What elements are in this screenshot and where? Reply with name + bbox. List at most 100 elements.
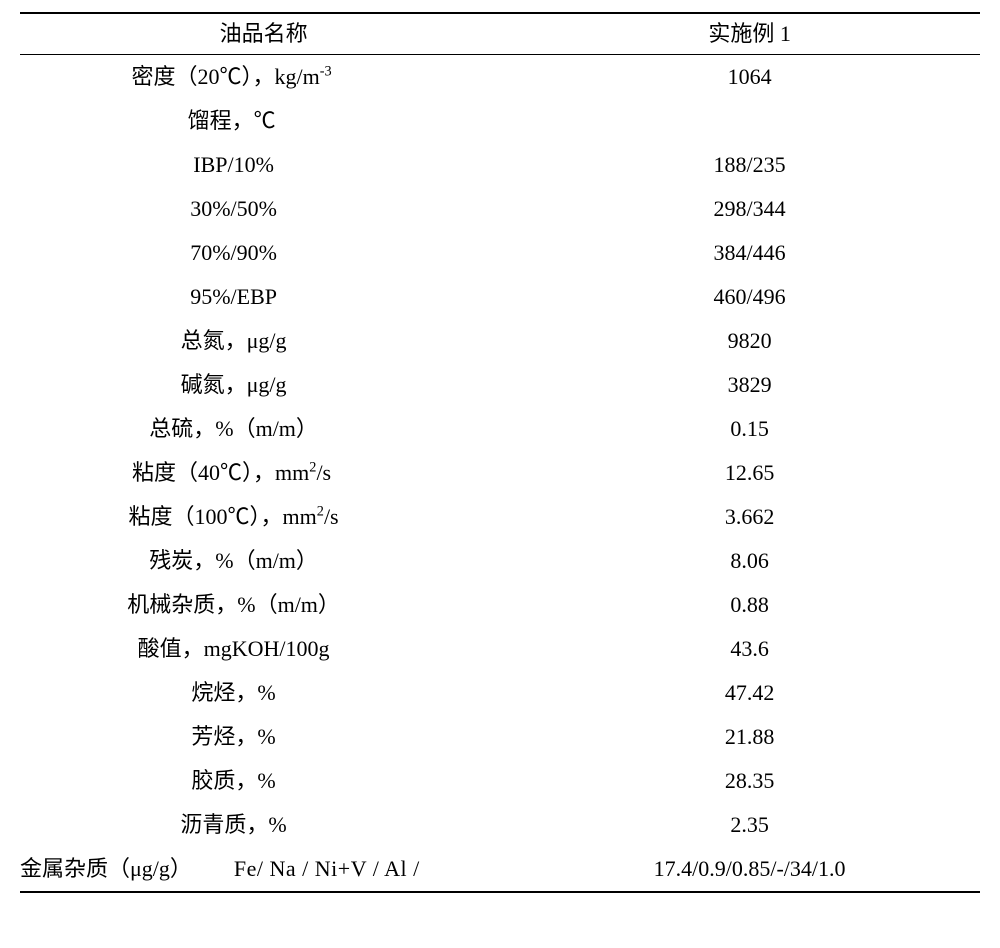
row-value: 1064 <box>728 64 772 89</box>
properties-table: 油品名称 实施例 1 密度（20℃），kg/m-3 1064 馏程，℃ IBP/10%… <box>20 12 980 893</box>
row-value: 8.06 <box>730 548 769 573</box>
table-body: 密度（20℃），kg/m-3 1064 馏程，℃ IBP/10% 188/235 30%/… <box>20 55 980 893</box>
table-row-acid: 酸值，mgKOH/100g 43.6 <box>20 627 980 671</box>
metal-label-seg2: Fe/ Na / Ni+V / Al / <box>234 858 420 880</box>
row-label-cell: 70%/90% <box>20 231 519 275</box>
table-row-distillation: 馏程，℃ <box>20 99 980 143</box>
row-value-cell: 9820 <box>519 319 980 363</box>
row-value: 28.35 <box>725 768 775 793</box>
row-value-cell: 1064 <box>519 55 980 100</box>
row-label-cell: 粘度（100℃），mm2/s <box>20 495 519 539</box>
row-value: 12.65 <box>725 460 775 485</box>
row-value-cell: 0.15 <box>519 407 980 451</box>
row-label-cell: 30%/50% <box>20 187 519 231</box>
row-label: 残炭，%（m/m） <box>149 550 318 572</box>
row-value: 3829 <box>728 372 772 397</box>
row-label-cell: 粘度（40℃），mm2/s <box>20 451 519 495</box>
row-value-cell: 0.88 <box>519 583 980 627</box>
row-value: 384/446 <box>714 240 786 265</box>
row-label: 酸值，mgKOH/100g <box>138 638 330 660</box>
row-label: 粘度（40℃），mm2/s <box>132 462 331 484</box>
row-label: 机械杂质，%（m/m） <box>127 594 340 616</box>
row-value-cell: 8.06 <box>519 539 980 583</box>
row-value: 3.662 <box>725 504 775 529</box>
table-row-total_n: 总氮，μg/g 9820 <box>20 319 980 363</box>
row-value-cell: 12.65 <box>519 451 980 495</box>
row-label: 密度（20℃），kg/m-3 <box>132 66 332 88</box>
row-value: 0.15 <box>730 416 769 441</box>
row-label-cell: 95%/EBP <box>20 275 519 319</box>
header-value: 实施例 1 <box>708 21 791 46</box>
header-label-cell: 油品名称 <box>20 13 519 55</box>
row-label-cell: 胶质，% <box>20 759 519 803</box>
metal-label-seg1: 金属杂质（μg/g） <box>20 858 192 880</box>
row-value-cell: 3829 <box>519 363 980 407</box>
table-row-ibp_10: IBP/10% 188/235 <box>20 143 980 187</box>
row-value-cell: 17.4/0.9/0.85/-/34/1.0 <box>519 847 980 892</box>
row-label-cell: 密度（20℃），kg/m-3 <box>20 55 519 100</box>
table-row-alkane: 烷烃，% 47.42 <box>20 671 980 715</box>
row-value-cell: 298/344 <box>519 187 980 231</box>
table-row-total_s: 总硫，%（m/m） 0.15 <box>20 407 980 451</box>
table-row-ccr: 残炭，%（m/m） 8.06 <box>20 539 980 583</box>
row-label-cell: 烷烃，% <box>20 671 519 715</box>
row-value-cell: 28.35 <box>519 759 980 803</box>
row-value: 2.35 <box>730 812 769 837</box>
row-value-cell: 3.662 <box>519 495 980 539</box>
row-value-cell: 21.88 <box>519 715 980 759</box>
row-value: 21.88 <box>725 724 775 749</box>
row-label: 碱氮，μg/g <box>181 374 287 396</box>
row-label: IBP/10% <box>193 154 274 176</box>
row-label: 粘度（100℃），mm2/s <box>129 506 339 528</box>
row-value-cell: 188/235 <box>519 143 980 187</box>
row-value: 17.4/0.9/0.85/-/34/1.0 <box>654 856 846 881</box>
table-row-visc_100: 粘度（100℃），mm2/s 3.662 <box>20 495 980 539</box>
header-value-cell: 实施例 1 <box>519 13 980 55</box>
page: 油品名称 实施例 1 密度（20℃），kg/m-3 1064 馏程，℃ IBP/10%… <box>0 0 1000 948</box>
table-row-base_n: 碱氮，μg/g 3829 <box>20 363 980 407</box>
row-label-cell: 馏程，℃ <box>20 99 519 143</box>
row-label-cell: IBP/10% <box>20 143 519 187</box>
row-label: 馏程，℃ <box>188 110 276 132</box>
row-label: 95%/EBP <box>190 286 277 308</box>
row-value: 43.6 <box>730 636 769 661</box>
row-label-cell: 芳烃，% <box>20 715 519 759</box>
row-value: 47.42 <box>725 680 775 705</box>
row-label-cell: 总硫，%（m/m） <box>20 407 519 451</box>
row-label-cell: 残炭，%（m/m） <box>20 539 519 583</box>
table-row-mech: 机械杂质，%（m/m） 0.88 <box>20 583 980 627</box>
row-value: 188/235 <box>714 152 786 177</box>
table-row-asphaltene: 沥青质，% 2.35 <box>20 803 980 847</box>
row-label: 30%/50% <box>190 198 277 220</box>
row-value: 0.88 <box>730 592 769 617</box>
row-label: 总硫，%（m/m） <box>149 418 318 440</box>
row-label-cell: 沥青质，% <box>20 803 519 847</box>
table-row-p95_ebp: 95%/EBP 460/496 <box>20 275 980 319</box>
row-label-cell: 金属杂质（μg/g） Fe/ Na / Ni+V / Al / <box>20 847 519 892</box>
row-value: 460/496 <box>714 284 786 309</box>
row-label: 芳烃，% <box>191 726 275 748</box>
table-row-p70_90: 70%/90% 384/446 <box>20 231 980 275</box>
table-row-visc_40: 粘度（40℃），mm2/s 12.65 <box>20 451 980 495</box>
row-value: 298/344 <box>714 196 786 221</box>
row-value-cell: 47.42 <box>519 671 980 715</box>
row-value-cell: 2.35 <box>519 803 980 847</box>
row-value-cell <box>519 99 980 143</box>
table-row-resin: 胶质，% 28.35 <box>20 759 980 803</box>
row-label: 烷烃，% <box>191 682 275 704</box>
row-value-cell: 460/496 <box>519 275 980 319</box>
table-header-row: 油品名称 实施例 1 <box>20 13 980 55</box>
row-label: 沥青质，% <box>180 814 286 836</box>
row-value-cell: 384/446 <box>519 231 980 275</box>
row-label-cell: 机械杂质，%（m/m） <box>20 583 519 627</box>
row-label: 70%/90% <box>190 242 277 264</box>
row-label: 胶质，% <box>191 770 275 792</box>
table-row-metal-impurities: 金属杂质（μg/g） Fe/ Na / Ni+V / Al / 17.4/0.9/0… <box>20 847 980 892</box>
row-label-cell: 酸值，mgKOH/100g <box>20 627 519 671</box>
table-row-p30_50: 30%/50% 298/344 <box>20 187 980 231</box>
table-row-density: 密度（20℃），kg/m-3 1064 <box>20 55 980 100</box>
row-value: 9820 <box>728 328 772 353</box>
row-label-cell: 碱氮，μg/g <box>20 363 519 407</box>
row-value-cell: 43.6 <box>519 627 980 671</box>
row-label: 总氮，μg/g <box>181 330 287 352</box>
